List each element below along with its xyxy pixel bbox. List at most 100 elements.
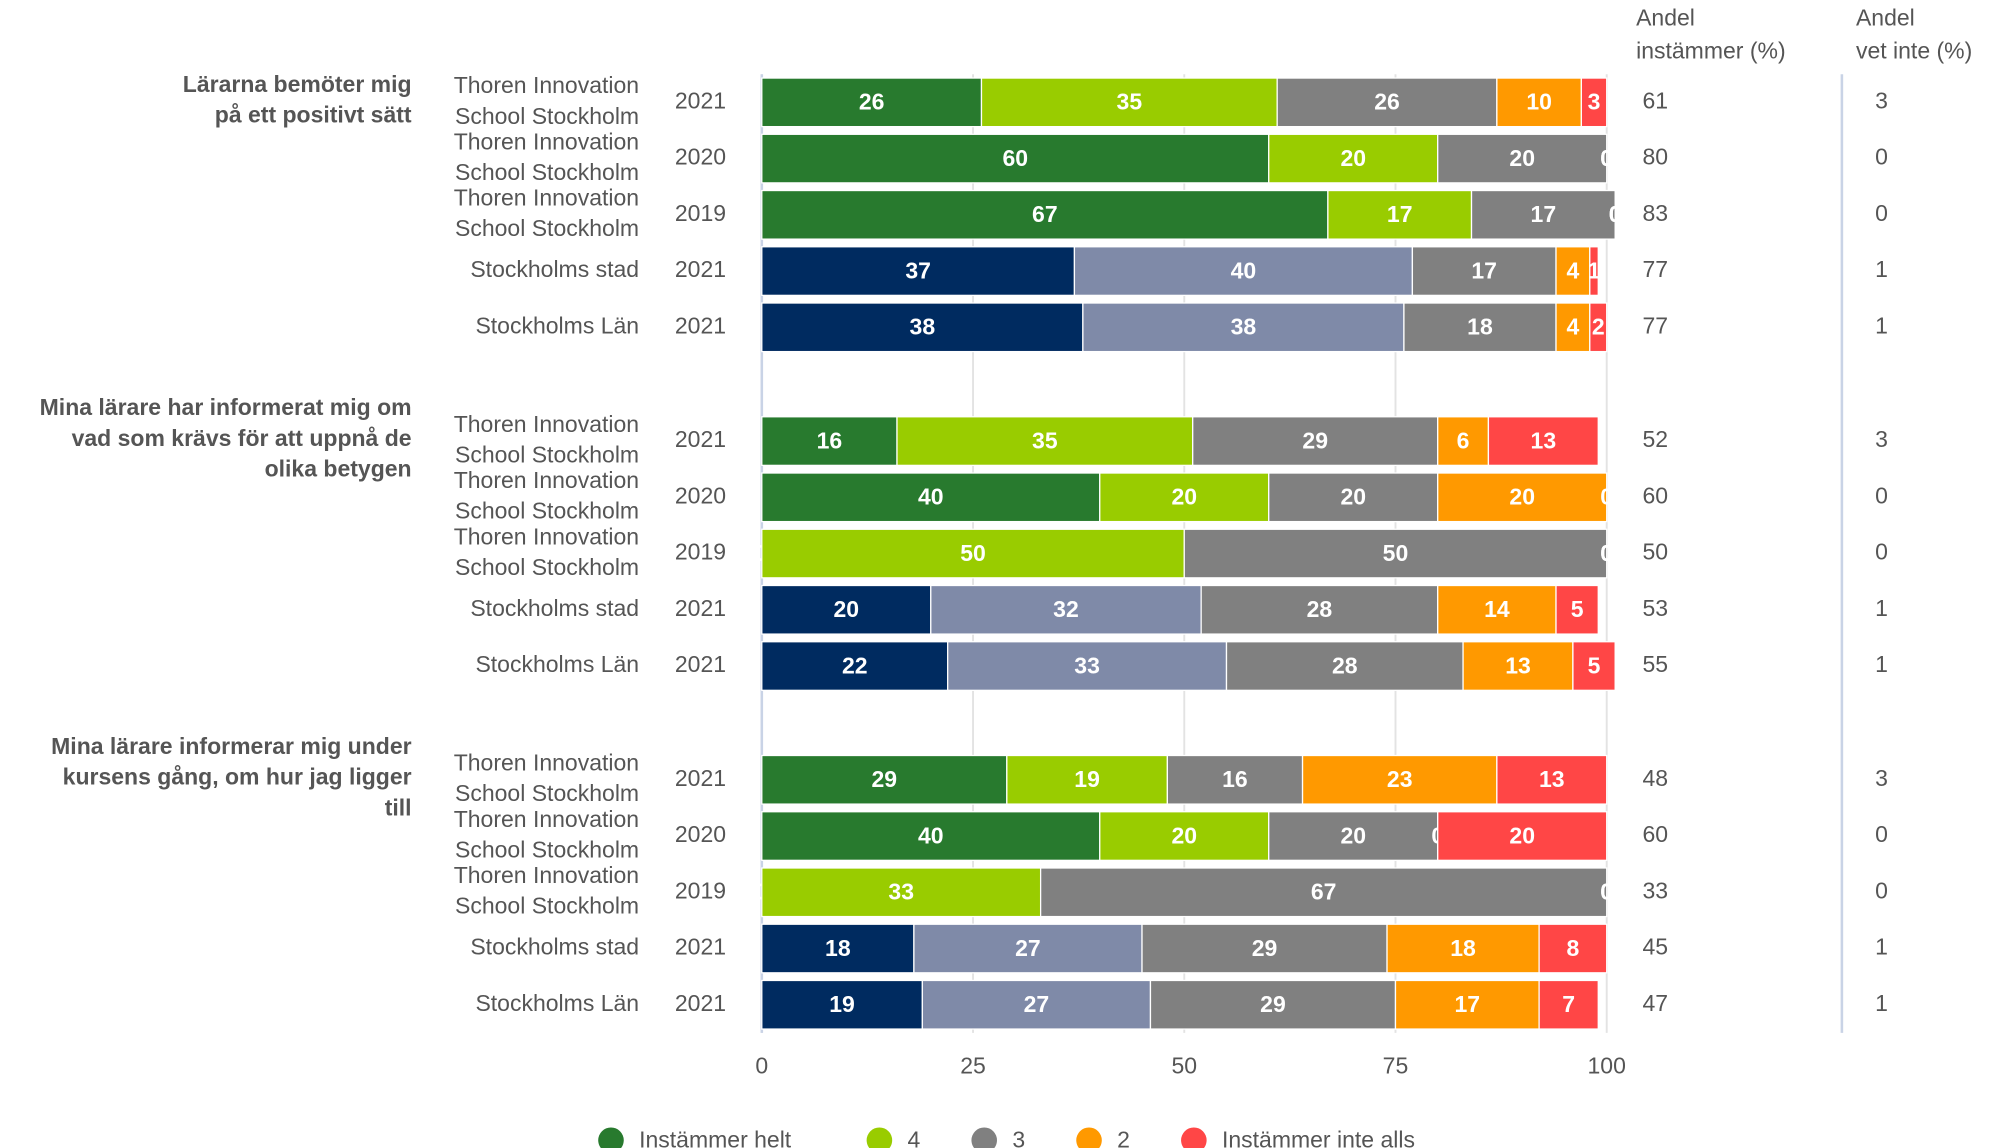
- bar-value-label: 40: [918, 822, 944, 848]
- bar-segment: [1496, 77, 1582, 128]
- bar-value-label: 38: [910, 314, 936, 340]
- bar-value-label: 18: [1450, 935, 1476, 961]
- bar-value-label: 19: [829, 991, 855, 1017]
- entity-label: Thoren Innovation: [454, 806, 639, 832]
- bar-value-label: 16: [1222, 766, 1248, 792]
- bar-value-label: 40: [1231, 257, 1257, 283]
- question-label: olika betygen: [265, 456, 412, 482]
- bar-value-label: 14: [1484, 596, 1510, 622]
- legend-label: 3: [1012, 1127, 1025, 1148]
- share-agree: 83: [1642, 200, 1668, 226]
- share-agree: 47: [1642, 990, 1668, 1016]
- entity-label: School Stockholm: [455, 554, 639, 580]
- entity-label: Thoren Innovation: [454, 467, 639, 493]
- share-unknown: 1: [1875, 990, 1888, 1016]
- bar-segment: [1470, 189, 1616, 240]
- bar-segment: [1141, 923, 1388, 974]
- x-tick-label: 100: [1588, 1052, 1626, 1078]
- bar-value-label: 40: [918, 484, 944, 510]
- legend-swatch: [866, 1127, 893, 1148]
- legend-label: Instämmer inte alls: [1222, 1127, 1415, 1148]
- entity-label: Thoren Innovation: [454, 185, 639, 211]
- bar-value-label: 27: [1024, 991, 1050, 1017]
- bar-value-label: 13: [1531, 427, 1557, 453]
- bar-value-label: 29: [1252, 935, 1278, 961]
- bar-value-label: 20: [1340, 145, 1366, 171]
- bar-segment: [1276, 77, 1498, 128]
- year-label: 2021: [675, 651, 726, 677]
- bar-segment: [761, 584, 932, 635]
- share-unknown: 0: [1875, 539, 1888, 565]
- year-label: 2021: [675, 765, 726, 791]
- bar-segment: [761, 246, 1076, 296]
- legend-label: 4: [908, 1127, 921, 1148]
- column-header: instämmer (%): [1636, 38, 1786, 64]
- year-label: 2021: [675, 934, 726, 960]
- bar-value-label: 33: [888, 879, 914, 905]
- entity-label: School Stockholm: [455, 159, 639, 185]
- bar-value-label: 17: [1471, 257, 1497, 283]
- bar-segment: [930, 584, 1202, 635]
- bar-value-label: 2: [1592, 314, 1605, 340]
- bar-value-label: 7: [1562, 991, 1575, 1017]
- bar-segment: [761, 416, 898, 466]
- year-label: 2020: [675, 144, 726, 170]
- question-label: kursens gång, om hur jag ligger: [63, 764, 412, 790]
- bar-segment: [1268, 472, 1439, 523]
- share-agree: 52: [1642, 426, 1668, 452]
- bar-value-label: 20: [1340, 822, 1366, 848]
- bar-segment: [1301, 754, 1498, 805]
- bar-value-label: 4: [1567, 314, 1580, 340]
- bar-segment: [761, 77, 983, 128]
- bar-value-label: 37: [905, 257, 931, 283]
- legend-swatch: [598, 1127, 624, 1148]
- share-agree: 50: [1642, 539, 1668, 565]
- bar-value-label: 0: [1600, 484, 1613, 510]
- share-unknown: 3: [1875, 87, 1888, 113]
- bar-segment: [1437, 416, 1490, 466]
- legend-label: 2: [1117, 1127, 1130, 1148]
- bar-segment: [1200, 584, 1439, 635]
- year-label: 2021: [675, 990, 726, 1016]
- question-label: till: [385, 794, 412, 820]
- bar-segment: [980, 77, 1278, 128]
- share-agree: 45: [1642, 934, 1668, 960]
- entity-label: Stockholms stad: [470, 595, 639, 621]
- bar-segment: [1183, 528, 1608, 579]
- bar-segment: [1589, 246, 1599, 296]
- year-label: 2020: [675, 482, 726, 508]
- column-header: Andel: [1636, 4, 1695, 30]
- bar-segment: [1039, 867, 1608, 918]
- year-label: 2021: [675, 256, 726, 282]
- bar-segment: [1394, 979, 1540, 1030]
- share-agree: 77: [1642, 312, 1668, 338]
- bar-value-label: 67: [1032, 201, 1058, 227]
- entity-label: Stockholms Län: [475, 651, 639, 677]
- bar-segment: [1437, 472, 1608, 523]
- legend-swatch: [1181, 1127, 1207, 1148]
- bar-value-label: 35: [1117, 89, 1143, 115]
- bar-value-label: 17: [1454, 991, 1480, 1017]
- bar-value-label: 20: [1509, 484, 1535, 510]
- bar-value-label: 6: [1457, 427, 1470, 453]
- share-agree: 60: [1642, 821, 1668, 847]
- bar-value-label: 4: [1567, 257, 1580, 283]
- bar-segment: [1538, 979, 1599, 1030]
- question-label: Mina lärare har informerat mig om: [40, 394, 412, 420]
- year-label: 2019: [675, 200, 726, 226]
- share-agree: 77: [1642, 256, 1668, 282]
- bar-value-label: 26: [859, 89, 885, 115]
- share-agree: 61: [1642, 87, 1668, 113]
- bar-value-label: 10: [1526, 89, 1552, 115]
- bar-value-label: 17: [1387, 201, 1413, 227]
- bar-value-label: 0: [1600, 540, 1613, 566]
- bar-segment: [1589, 302, 1608, 353]
- x-tick-label: 25: [960, 1052, 986, 1078]
- bar-segment: [1149, 979, 1397, 1030]
- legend-label: Instämmer helt: [639, 1127, 792, 1148]
- legend-swatch: [1076, 1127, 1102, 1148]
- bar-segment: [1572, 641, 1616, 691]
- legend-swatch: [971, 1127, 997, 1148]
- bar-value-label: 23: [1387, 766, 1413, 792]
